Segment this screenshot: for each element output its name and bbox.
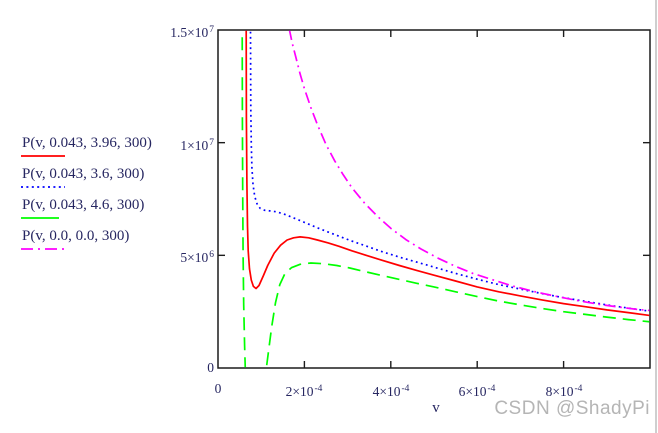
y-tick-label: 0 — [207, 360, 214, 375]
legend-line-dash-dot — [21, 248, 65, 250]
plot-curves — [241, 30, 650, 368]
y-tick-label: 5×106 — [180, 250, 214, 265]
curve-dotted — [249, 30, 650, 312]
trace-legend: P(v, 0.043, 3.96, 300) P(v, 0.043, 3.6, 3… — [20, 134, 210, 264]
legend-line-solid — [21, 155, 65, 157]
legend-entry-label: P(v, 0.043, 3.96, 300) — [22, 135, 152, 151]
legend-entry[interactable]: P(v, 0.043, 3.96, 300) — [20, 134, 210, 165]
legend-entry[interactable]: P(v, 0.043, 3.6, 300) — [20, 165, 210, 196]
x-tick-label: 8×10-4 — [545, 384, 583, 399]
y-tick-label: 1.5×107 — [170, 25, 214, 40]
legend-entry-label: P(v, 0.043, 3.6, 300) — [22, 166, 145, 182]
legend-line-dashed — [21, 217, 65, 219]
plot-border — [217, 29, 651, 369]
x-axis-title: v — [432, 400, 440, 416]
curve-solid — [245, 30, 650, 317]
curve-dash-dot — [288, 30, 650, 312]
axis-ticks — [218, 30, 650, 368]
legend-line-dotted — [21, 186, 65, 188]
legend-entry[interactable]: P(v, 0.043, 4.6, 300) — [20, 196, 210, 227]
x-tick-label: 4×10-4 — [372, 384, 410, 399]
window-edge-line — [655, 0, 657, 433]
x-tick-label: 2×10-4 — [285, 384, 323, 399]
watermark: CSDN @ShadyPi — [494, 398, 650, 419]
x-tick-label: 0 — [214, 381, 222, 396]
legend-entry-label: P(v, 0.0, 0.0, 300) — [22, 228, 130, 244]
legend-entry[interactable]: P(v, 0.0, 0.0, 300) — [20, 227, 210, 258]
y-tick-label: 1×107 — [180, 138, 214, 153]
x-tick-label: 6×10-4 — [458, 384, 496, 399]
legend-entry-label: P(v, 0.043, 4.6, 300) — [22, 197, 145, 213]
